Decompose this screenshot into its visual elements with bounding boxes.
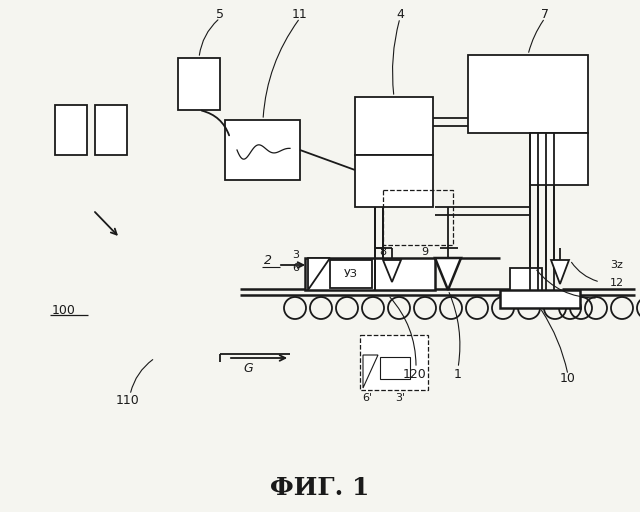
Text: 6': 6' [362,393,372,403]
Text: 120: 120 [403,369,427,381]
Bar [225,120,300,180]
Text: ФИГ. 1: ФИГ. 1 [270,476,370,500]
Polygon shape [308,258,330,290]
Bar [530,133,588,185]
Text: 2: 2 [264,253,272,267]
Text: 11: 11 [292,8,308,20]
Bar [95,105,127,155]
Text: 10: 10 [560,372,576,385]
Text: 9: 9 [421,247,429,257]
Bar [355,155,433,207]
Polygon shape [383,260,401,282]
Text: 3: 3 [292,250,300,260]
Text: 110: 110 [116,394,140,407]
Polygon shape [435,258,461,290]
Text: G: G [243,361,253,374]
Bar [330,260,372,288]
Polygon shape [551,260,569,284]
Bar [383,190,453,245]
Text: 5: 5 [216,8,224,20]
Text: 3z: 3z [610,260,623,270]
Text: 7: 7 [541,8,549,20]
Bar [468,55,588,133]
Text: 4: 4 [396,8,404,20]
Text: 12: 12 [610,278,624,288]
Bar [178,58,220,110]
Text: 1: 1 [454,369,462,381]
Text: УЗ: УЗ [344,269,358,279]
Text: 6: 6 [292,263,300,273]
Bar [510,268,542,292]
Text: 8: 8 [380,247,387,257]
Text: 100: 100 [52,304,76,316]
Bar [380,357,410,379]
Bar [500,290,580,308]
Polygon shape [363,355,378,388]
Bar [355,97,433,155]
Bar [55,105,87,155]
Text: 3': 3' [395,393,405,403]
Bar [360,335,428,390]
Bar [305,258,435,290]
